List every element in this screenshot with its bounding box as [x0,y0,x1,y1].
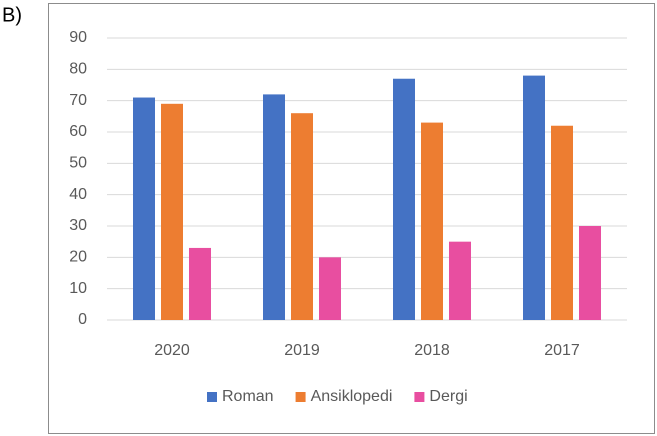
y-tick-label: 40 [69,186,87,203]
legend-swatch [414,392,425,402]
y-tick-label: 50 [69,155,87,172]
bar [189,247,211,320]
bar [421,122,443,320]
y-tick-label: 90 [69,29,87,46]
x-tick-label: 2018 [414,342,450,359]
y-tick-label: 60 [69,123,87,140]
x-tick-label: 2017 [544,342,580,359]
bar [291,113,313,320]
bar [523,75,545,320]
bar [263,94,285,321]
legend-label: Ansiklopedi [311,388,393,405]
legend-swatch [207,392,217,402]
x-tick-label: 2020 [154,342,190,359]
bar [449,241,471,320]
y-tick-label: 20 [69,249,87,266]
legend-swatch [295,392,306,402]
bar [393,78,415,320]
bar [551,125,573,320]
legend-label: Roman [222,388,274,405]
bar [161,103,183,320]
bar [579,226,601,320]
x-tick-label: 2019 [284,342,320,359]
y-tick-label: 80 [69,61,87,78]
y-tick-label: 30 [69,217,87,234]
legend-label: Dergi [429,388,467,405]
y-tick-label: 70 [69,92,87,109]
bar [319,257,341,320]
bar [133,97,155,321]
y-tick-label: 10 [69,280,87,297]
y-tick-label: 0 [78,311,87,328]
figure-label: B) [2,4,22,26]
